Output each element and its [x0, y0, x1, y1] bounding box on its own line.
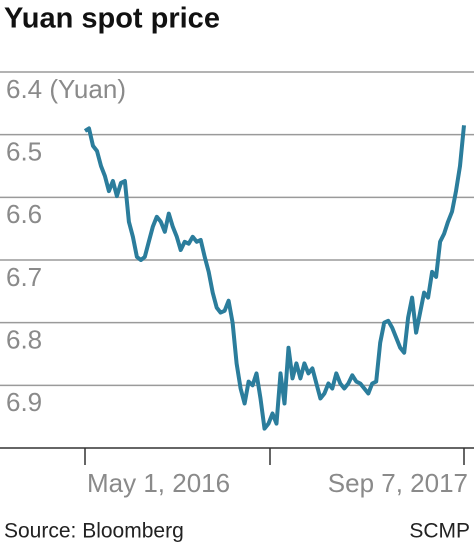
x-tick-label: Sep 7, 2017 — [328, 468, 468, 498]
y-tick-label: 6.7 — [6, 262, 42, 292]
x-tick-label: May 1, 2016 — [87, 468, 230, 498]
chart-title: Yuan spot price — [4, 3, 220, 35]
y-tick-label: 6.9 — [6, 387, 42, 417]
credit: SCMP — [409, 520, 470, 543]
y-tick-label: 6.5 — [6, 137, 42, 167]
y-tick-label: 6.6 — [6, 199, 42, 229]
y-tick-label: 6.4 (Yuan) — [6, 74, 126, 104]
source: Source: Bloomberg — [4, 520, 184, 543]
y-tick-label: 6.8 — [6, 325, 42, 355]
data-line — [83, 125, 466, 431]
